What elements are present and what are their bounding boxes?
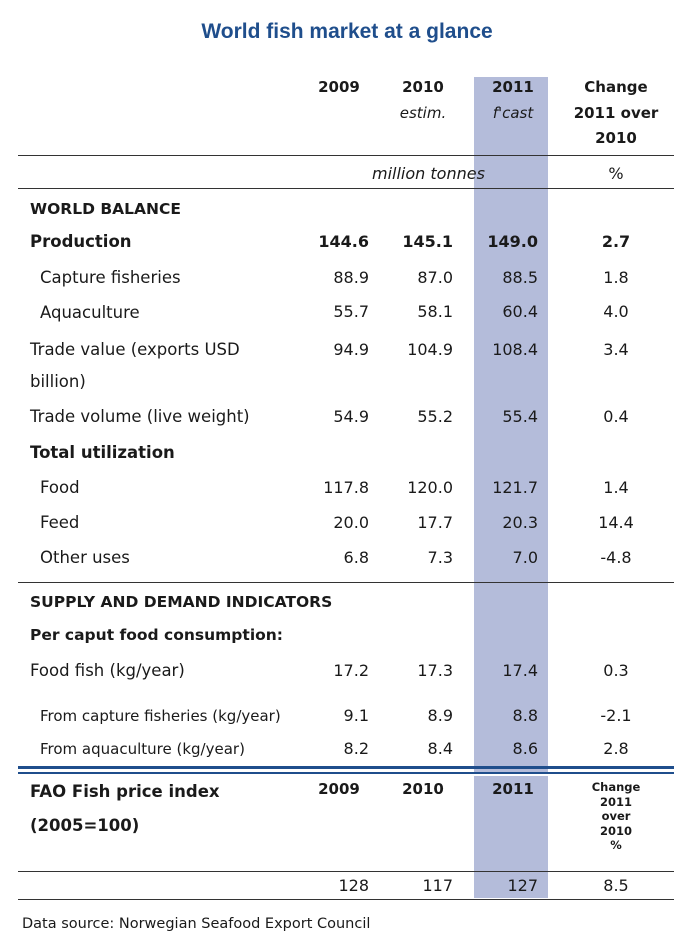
cell-feed-change: 14.4 <box>598 513 634 532</box>
row-label-trade-value: Trade value (exports USD <box>30 340 240 359</box>
forecast-column-highlight-upper <box>474 77 548 773</box>
price-index-change-header: Change 2011 over 2010 % <box>572 780 660 853</box>
cell-capture-change: 1.8 <box>603 268 629 287</box>
row-label-feed: Feed <box>40 513 80 532</box>
header-2009: 2009 <box>318 78 360 96</box>
cell-production-2010: 145.1 <box>402 232 453 251</box>
cell-trade-volume-2011: 55.4 <box>502 407 538 426</box>
header-rule <box>18 155 674 156</box>
double-rule-bottom <box>18 772 674 774</box>
row-label-trade-volume: Trade volume (live weight) <box>30 407 250 426</box>
header-2010-sub: estim. <box>399 104 447 122</box>
per-caput-subheading: Per caput food consumption: <box>30 626 284 644</box>
cell-trade-value-2010: 104.9 <box>407 340 453 359</box>
cell-aquaculture-change: 4.0 <box>603 302 629 321</box>
price-index-base: (2005=100) <box>30 816 140 835</box>
cell-capture-2009: 88.9 <box>333 268 369 287</box>
row-label-food: Food <box>40 478 80 497</box>
price-index-header-2011: 2011 <box>492 780 534 798</box>
cell-from-aquaculture-2010: 8.4 <box>427 739 453 758</box>
cell-from-capture-2009: 9.1 <box>343 706 369 725</box>
header-change-line1: Change <box>584 78 648 96</box>
cell-capture-2011: 88.5 <box>502 268 538 287</box>
price-index-change-line3: over <box>601 809 631 823</box>
cell-food-2009: 117.8 <box>323 478 369 497</box>
header-2011-sub: f'cast <box>492 104 534 122</box>
row-label-capture-fisheries: Capture fisheries <box>40 268 181 287</box>
cell-feed-2010: 17.7 <box>417 513 453 532</box>
header-2011: 2011 <box>492 78 534 96</box>
world-balance-heading: WORLD BALANCE <box>30 200 181 218</box>
supply-demand-heading: SUPPLY AND DEMAND INDICATORS <box>30 593 333 611</box>
cell-aquaculture-2009: 55.7 <box>333 302 369 321</box>
row-label-other-uses: Other uses <box>40 548 130 567</box>
price-index-2009: 128 <box>338 876 369 895</box>
row-label-aquaculture: Aquaculture <box>40 303 140 322</box>
row-label-trade-value-line2: billion) <box>30 372 86 391</box>
row-label-total-utilization: Total utilization <box>30 443 175 462</box>
page-title: World fish market at a glance <box>201 20 493 43</box>
cell-trade-value-2011: 108.4 <box>492 340 538 359</box>
cell-production-change: 2.7 <box>601 232 631 251</box>
cell-trade-volume-change: 0.4 <box>603 407 629 426</box>
cell-food-fish-2011: 17.4 <box>502 661 538 680</box>
cell-other-uses-2011: 7.0 <box>512 548 538 567</box>
cell-production-2009: 144.6 <box>318 232 369 251</box>
cell-trade-volume-2009: 54.9 <box>333 407 369 426</box>
price-index-change-line5: % <box>610 838 622 852</box>
cell-from-aquaculture-2011: 8.6 <box>512 739 538 758</box>
price-index-2010: 117 <box>422 876 453 895</box>
cell-food-2011: 121.7 <box>492 478 538 497</box>
header-change-line2: 2011 over <box>573 104 659 122</box>
header-2010: 2010 <box>402 78 444 96</box>
cell-from-capture-2011: 8.8 <box>512 706 538 725</box>
cell-production-2011: 149.0 <box>487 232 538 251</box>
cell-from-capture-2010: 8.9 <box>427 706 453 725</box>
row-label-from-capture: From capture fisheries (kg/year) <box>40 707 281 725</box>
row-label-from-aquaculture: From aquaculture (kg/year) <box>40 740 245 758</box>
price-index-change-line1: Change <box>591 780 641 794</box>
cell-food-fish-2009: 17.2 <box>333 661 369 680</box>
cell-from-aquaculture-2009: 8.2 <box>343 739 369 758</box>
price-index-label: FAO Fish price index <box>30 782 220 801</box>
double-rule-top <box>18 766 674 769</box>
section-rule <box>18 582 674 583</box>
price-index-2011: 127 <box>507 876 538 895</box>
cell-food-change: 1.4 <box>603 478 629 497</box>
row-label-production: Production <box>30 232 132 251</box>
price-index-rule <box>18 871 674 872</box>
cell-from-capture-change: -2.1 <box>600 706 632 725</box>
price-index-header-2009: 2009 <box>318 780 360 798</box>
header-change-line3: 2010 <box>595 129 637 147</box>
cell-capture-2010: 87.0 <box>417 268 453 287</box>
cell-food-fish-change: 0.3 <box>603 661 629 680</box>
price-index-change: 8.5 <box>603 876 629 895</box>
cell-food-fish-2010: 17.3 <box>417 661 453 680</box>
cell-aquaculture-2010: 58.1 <box>417 302 453 321</box>
cell-trade-value-2009: 94.9 <box>333 340 369 359</box>
cell-from-aquaculture-change: 2.8 <box>603 739 629 758</box>
cell-feed-2009: 20.0 <box>333 513 369 532</box>
forecast-column-highlight-lower <box>474 776 548 898</box>
price-index-change-line2: 2011 <box>599 794 632 809</box>
cell-other-uses-2010: 7.3 <box>427 548 453 567</box>
cell-aquaculture-2011: 60.4 <box>502 302 538 321</box>
price-index-change-line4: 2010 <box>599 823 632 838</box>
cell-other-uses-2009: 6.8 <box>343 548 369 567</box>
bottom-rule <box>18 899 674 900</box>
cell-trade-volume-2010: 55.2 <box>417 407 453 426</box>
units-label: million tonnes <box>372 164 485 183</box>
cell-other-uses-change: -4.8 <box>600 548 632 567</box>
price-index-header-2010: 2010 <box>402 780 444 798</box>
data-source-footer: Data source: Norwegian Seafood Export Co… <box>22 916 371 932</box>
cell-trade-value-change: 3.4 <box>603 340 629 359</box>
units-percent: % <box>608 164 624 183</box>
cell-food-2010: 120.0 <box>407 478 453 497</box>
units-rule <box>18 188 674 189</box>
cell-feed-2011: 20.3 <box>502 513 538 532</box>
row-label-food-fish: Food fish (kg/year) <box>30 661 185 680</box>
